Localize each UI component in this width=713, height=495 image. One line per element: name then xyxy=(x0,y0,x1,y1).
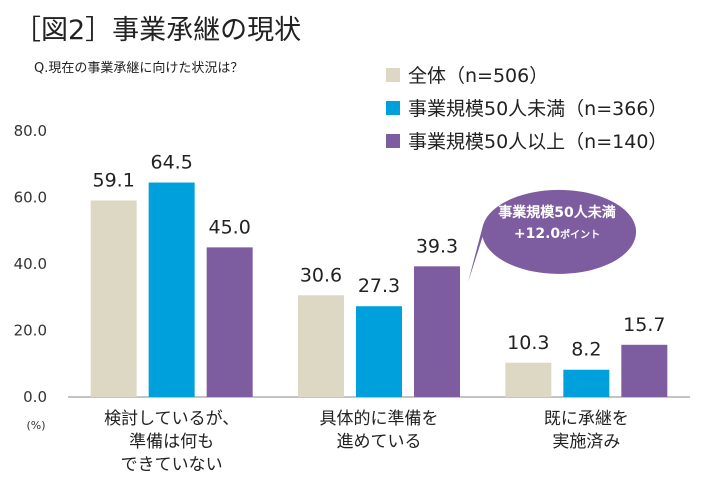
data-label: 10.3 xyxy=(507,332,549,354)
category-label: できていない xyxy=(121,455,223,475)
category-label: 具体的に準備を xyxy=(320,409,439,429)
data-label: 30.6 xyxy=(300,264,342,286)
callout: 事業規模50人未満 +12.0ポイント xyxy=(468,189,637,283)
category-label: 検討しているが、 xyxy=(104,409,239,429)
bar xyxy=(621,344,668,397)
bar xyxy=(414,266,460,397)
data-label: 39.3 xyxy=(416,235,458,257)
y-tick-label: 80.0 xyxy=(14,122,47,140)
legend-item-under50: 事業規模50人未満（n=366） xyxy=(386,91,667,124)
y-tick-label: 0.0 xyxy=(23,388,47,406)
callout-line2: +12.0ポイント xyxy=(514,226,600,242)
legend: 全体（n=506） 事業規模50人未満（n=366） 事業規模50人以上（n=1… xyxy=(386,58,667,157)
unit-label: (%) xyxy=(26,419,45,432)
legend-item-all: 全体（n=506） xyxy=(386,58,667,91)
legend-label-over50: 事業規模50人以上（n=140） xyxy=(408,131,668,153)
bar xyxy=(563,369,610,397)
chart-title: ［図2］事業承継の現状 xyxy=(14,15,302,46)
category-label: 既に承継を xyxy=(544,409,629,429)
data-label: 8.2 xyxy=(571,339,601,361)
y-tick-label: 40.0 xyxy=(14,255,47,273)
y-tick-label: 60.0 xyxy=(14,189,47,207)
legend-swatch-all xyxy=(386,67,400,82)
data-label: 64.5 xyxy=(151,152,193,174)
callout-bubble xyxy=(468,189,637,283)
data-label: 45.0 xyxy=(209,216,251,238)
legend-label-under50: 事業規模50人未満（n=366） xyxy=(408,98,668,120)
y-tick-label: 20.0 xyxy=(14,322,47,340)
category-label: 準備は何も xyxy=(129,432,214,452)
chart-subtitle: Q.現在の事業承継に向けた状況は？ xyxy=(34,61,244,76)
legend-swatch-under50 xyxy=(386,100,400,115)
bar xyxy=(90,200,137,397)
legend-item-over50: 事業規模50人以上（n=140） xyxy=(386,124,667,157)
bar xyxy=(505,362,552,397)
legend-label-all: 全体（n=506） xyxy=(408,65,549,87)
bar xyxy=(298,295,344,397)
callout-suffix: ポイント xyxy=(560,228,600,241)
callout-line1: 事業規模50人未満 xyxy=(498,204,615,221)
category-label: 進めている xyxy=(337,432,422,452)
bar xyxy=(206,247,253,397)
bar xyxy=(148,182,195,397)
data-label: 15.7 xyxy=(623,314,665,336)
callout-value: +12.0 xyxy=(514,226,561,242)
category-label: 実施済み xyxy=(552,432,620,452)
bar xyxy=(356,306,402,397)
legend-swatch-over50 xyxy=(386,133,400,148)
data-label: 59.1 xyxy=(93,169,135,191)
data-label: 27.3 xyxy=(358,275,400,297)
